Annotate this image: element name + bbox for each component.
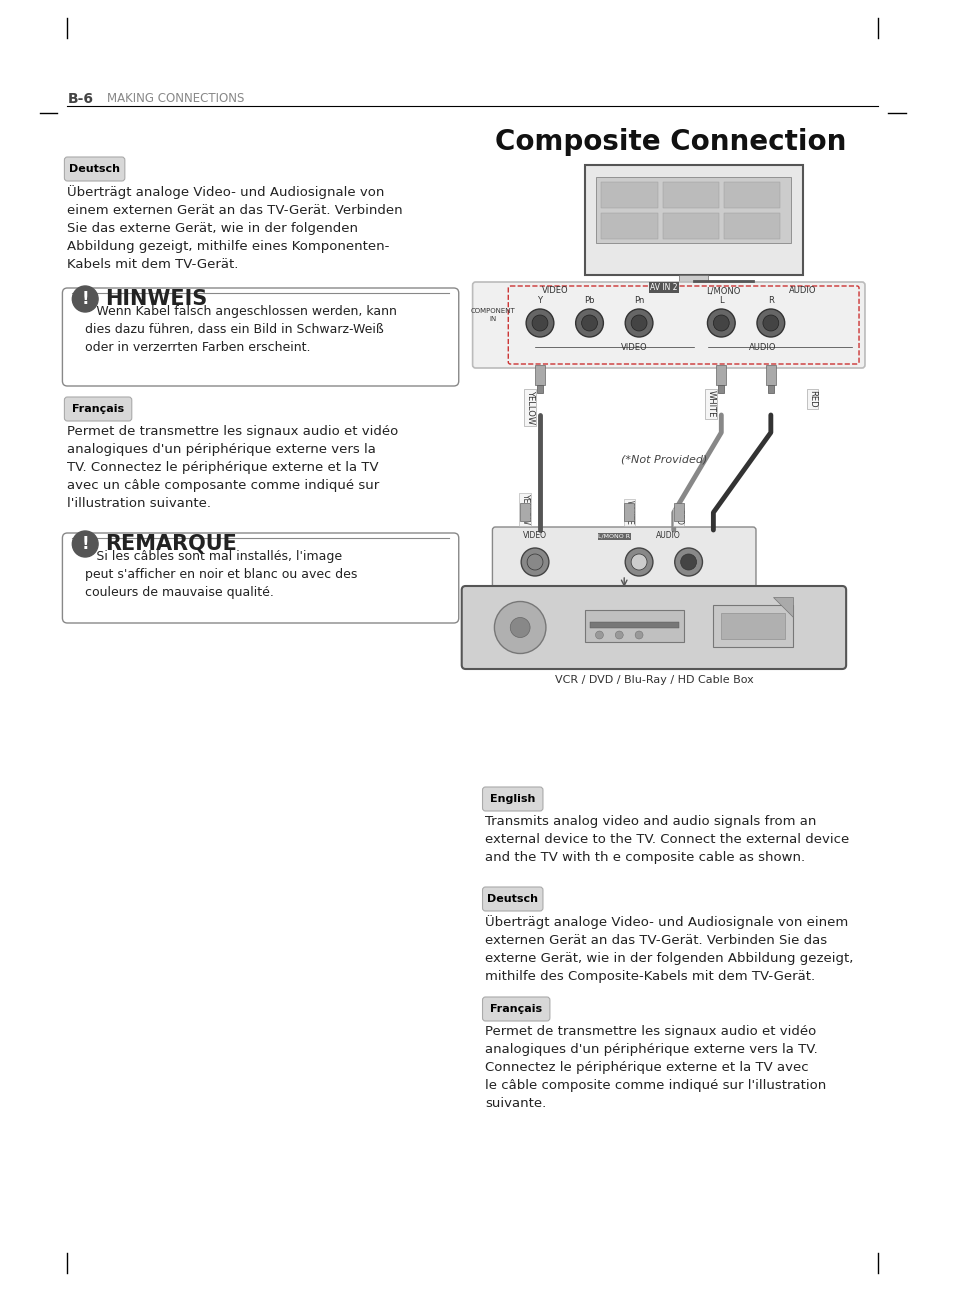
Circle shape [615, 631, 622, 639]
Bar [535, 365, 544, 385]
Text: VIDEO: VIDEO [620, 343, 647, 352]
Text: Composite Connection: Composite Connection [495, 128, 846, 156]
Circle shape [624, 309, 652, 337]
Text: YELLOW: YELLOW [525, 390, 534, 425]
Circle shape [72, 287, 98, 312]
Bar [767, 385, 773, 392]
Circle shape [494, 602, 545, 653]
Bar [662, 213, 719, 239]
Text: Deutsch: Deutsch [69, 164, 120, 174]
Circle shape [674, 547, 701, 576]
Text: VIDEO: VIDEO [541, 287, 568, 296]
Text: WHITE: WHITE [624, 500, 633, 525]
Bar [537, 385, 542, 392]
Bar [653, 287, 733, 293]
Bar [519, 503, 530, 522]
Text: Français: Français [71, 404, 124, 414]
Circle shape [762, 315, 778, 330]
Circle shape [575, 309, 602, 337]
Bar [713, 605, 792, 647]
Circle shape [756, 309, 784, 337]
Text: HINWEIS: HINWEIS [105, 289, 207, 309]
Circle shape [713, 315, 728, 330]
Bar [596, 177, 790, 243]
Bar [720, 613, 784, 639]
Bar [723, 213, 780, 239]
Text: WHITE: WHITE [706, 390, 715, 417]
Bar [723, 182, 780, 208]
Text: Permet de transmettre les signaux audio et vidéo
analogiques d'un périphérique e: Permet de transmettre les signaux audio … [485, 1025, 826, 1110]
Text: Überträgt analoge Video- und Audiosignale von einem
externen Gerät an das TV-Ger: Überträgt analoge Video- und Audiosignal… [485, 915, 853, 982]
Bar [673, 503, 683, 522]
Text: Pb: Pb [583, 296, 594, 305]
Bar [584, 611, 683, 642]
Text: B-6: B-6 [68, 92, 93, 106]
FancyBboxPatch shape [62, 533, 458, 624]
Text: RED: RED [807, 390, 816, 408]
Text: AUDIO: AUDIO [788, 287, 816, 296]
Circle shape [631, 554, 646, 571]
Circle shape [527, 554, 542, 571]
Text: AUDIO: AUDIO [656, 531, 680, 540]
Circle shape [520, 547, 548, 576]
Text: Permet de transmettre les signaux audio et vidéo
analogiques d'un périphérique e: Permet de transmettre les signaux audio … [68, 425, 398, 510]
Circle shape [72, 531, 98, 556]
Text: RED: RED [674, 509, 682, 525]
Circle shape [581, 315, 597, 330]
Text: YELLOW: YELLOW [520, 494, 529, 525]
Text: R: R [767, 296, 773, 305]
Circle shape [631, 315, 646, 330]
FancyBboxPatch shape [62, 288, 458, 386]
FancyBboxPatch shape [65, 398, 132, 421]
Circle shape [525, 309, 554, 337]
Bar [623, 503, 634, 522]
Polygon shape [772, 596, 792, 617]
Text: L: L [719, 296, 723, 305]
Bar [716, 365, 725, 385]
Bar [589, 622, 678, 627]
Text: (*Not Provided): (*Not Provided) [620, 454, 706, 465]
Text: Français: Français [490, 1004, 541, 1013]
FancyBboxPatch shape [584, 165, 801, 275]
FancyBboxPatch shape [461, 586, 845, 669]
Circle shape [624, 547, 652, 576]
Text: Überträgt analoge Video- und Audiosignale von
einem externen Gerät an das TV-Ger: Überträgt analoge Video- und Audiosignal… [68, 185, 402, 271]
Bar [600, 213, 657, 239]
Bar [765, 365, 775, 385]
Text: L/MONO: L/MONO [705, 287, 740, 296]
Text: • Wenn Kabel falsch angeschlossen werden, kann
dies dazu führen, dass ein Bild i: • Wenn Kabel falsch angeschlossen werden… [85, 305, 396, 354]
Text: Y: Y [537, 296, 542, 305]
FancyBboxPatch shape [482, 887, 542, 911]
Text: AV IN 2: AV IN 2 [649, 283, 677, 292]
Circle shape [635, 631, 642, 639]
Text: L/MONO R: L/MONO R [598, 534, 630, 540]
FancyBboxPatch shape [65, 158, 125, 181]
Text: Pn: Pn [633, 296, 643, 305]
Circle shape [595, 631, 602, 639]
Circle shape [707, 309, 735, 337]
Text: VCR / DVD / Blu-Ray / HD Cable Box: VCR / DVD / Blu-Ray / HD Cable Box [554, 675, 753, 686]
Text: !: ! [81, 534, 89, 553]
FancyBboxPatch shape [492, 527, 755, 587]
Text: Transmits analog video and audio signals from an
external device to the TV. Conn: Transmits analog video and audio signals… [485, 815, 849, 864]
Circle shape [680, 554, 696, 571]
Text: VIDEO: VIDEO [522, 531, 546, 540]
Bar [678, 275, 708, 287]
FancyBboxPatch shape [472, 281, 864, 368]
Text: REMARQUE: REMARQUE [105, 534, 236, 554]
FancyBboxPatch shape [482, 788, 542, 811]
FancyBboxPatch shape [482, 997, 549, 1021]
Text: • Si les câbles sont mal installés, l'image
peut s'afficher en noir et blanc ou : • Si les câbles sont mal installés, l'im… [85, 550, 357, 599]
Bar [718, 385, 723, 392]
Bar [662, 182, 719, 208]
Text: !: ! [81, 290, 89, 309]
Text: English: English [490, 794, 535, 804]
Bar [600, 182, 657, 208]
Circle shape [532, 315, 547, 330]
Text: AUDIO: AUDIO [748, 343, 776, 352]
Text: COMPONENT
IN: COMPONENT IN [471, 309, 516, 321]
Text: MAKING CONNECTIONS: MAKING CONNECTIONS [107, 92, 244, 105]
Circle shape [510, 617, 530, 638]
Text: Deutsch: Deutsch [487, 893, 537, 904]
